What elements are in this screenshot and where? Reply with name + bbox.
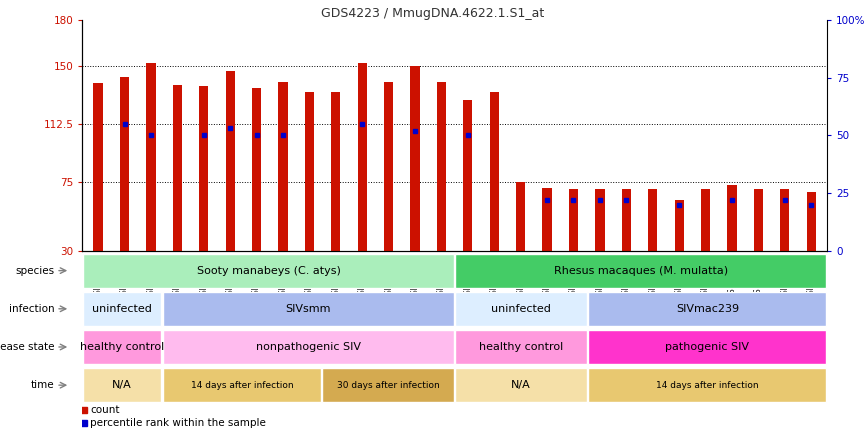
Bar (622, 189, 631, 297)
Bar (516, 182, 526, 297)
Text: nonpathogenic SIV: nonpathogenic SIV (255, 342, 361, 352)
Text: healthy control: healthy control (479, 342, 563, 352)
Bar (83, 254, 454, 288)
Bar (278, 82, 288, 297)
Bar (305, 92, 314, 297)
Text: uninfected: uninfected (93, 304, 152, 314)
Bar (120, 77, 129, 297)
Text: SIVsmm: SIVsmm (286, 304, 331, 314)
Bar (83, 330, 161, 364)
Bar (588, 368, 826, 402)
Text: healthy control: healthy control (80, 342, 165, 352)
Bar (384, 82, 393, 297)
Bar (83, 368, 161, 402)
Text: N/A: N/A (113, 380, 132, 390)
Text: uninfected: uninfected (491, 304, 551, 314)
Bar (199, 86, 209, 297)
Bar (588, 330, 826, 364)
Bar (701, 189, 710, 297)
Text: 14 days after infection: 14 days after infection (191, 381, 294, 390)
Text: count: count (90, 405, 120, 416)
Text: GDS4223 / MmugDNA.4622.1.S1_at: GDS4223 / MmugDNA.4622.1.S1_at (321, 7, 545, 20)
Bar (489, 92, 499, 297)
Text: species: species (16, 266, 55, 276)
Text: percentile rank within the sample: percentile rank within the sample (90, 418, 266, 428)
Bar (780, 189, 790, 297)
Text: N/A: N/A (511, 380, 531, 390)
Bar (225, 71, 235, 297)
Bar (146, 63, 156, 297)
Bar (456, 254, 826, 288)
Bar (806, 192, 816, 297)
Bar (436, 82, 446, 297)
Text: disease state: disease state (0, 342, 55, 352)
Text: time: time (31, 380, 55, 390)
Bar (163, 368, 321, 402)
Bar (542, 188, 552, 297)
Bar (727, 185, 737, 297)
Bar (163, 292, 454, 326)
Bar (569, 189, 578, 297)
Text: infection: infection (9, 304, 55, 314)
Bar (163, 330, 454, 364)
Bar (456, 292, 587, 326)
Bar (456, 330, 587, 364)
Bar (463, 100, 473, 297)
Text: Rhesus macaques (M. mulatta): Rhesus macaques (M. mulatta) (553, 266, 728, 276)
Bar (595, 189, 604, 297)
Text: Sooty manabeys (C. atys): Sooty manabeys (C. atys) (197, 266, 340, 276)
Text: pathogenic SIV: pathogenic SIV (665, 342, 749, 352)
Bar (675, 200, 684, 297)
Bar (648, 189, 657, 297)
Bar (588, 292, 826, 326)
Text: SIVmac239: SIVmac239 (675, 304, 739, 314)
Text: 30 days after infection: 30 days after infection (337, 381, 440, 390)
Bar (172, 85, 182, 297)
Bar (410, 66, 420, 297)
Bar (331, 92, 340, 297)
Bar (456, 368, 587, 402)
Bar (753, 189, 763, 297)
Bar (322, 368, 454, 402)
Bar (252, 88, 262, 297)
Bar (83, 292, 161, 326)
Bar (358, 63, 367, 297)
Bar (94, 83, 103, 297)
Text: 14 days after infection: 14 days after infection (656, 381, 759, 390)
